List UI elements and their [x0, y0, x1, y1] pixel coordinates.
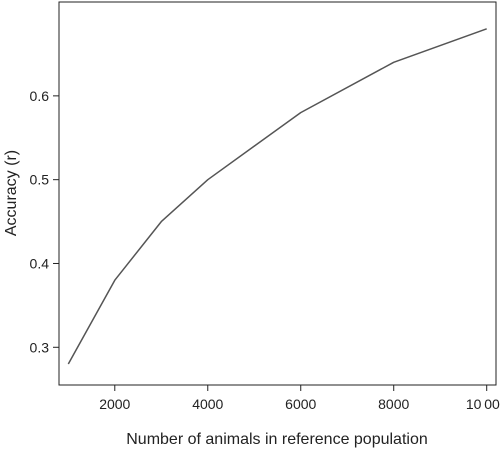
x-axis-label: Number of animals in reference populatio…: [126, 431, 428, 448]
y-tick-label: 0.6: [30, 88, 50, 104]
y-tick-label: 0.3: [30, 339, 50, 355]
x-tick-label: 8000: [378, 396, 409, 412]
y-axis-label: Accuracy (r): [3, 150, 20, 236]
y-axis-ticks: 0.3 0.4 0.5 0.6: [30, 88, 59, 355]
x-tick-label: 6000: [285, 396, 316, 412]
x-tick-label: 10 000: [466, 396, 500, 412]
x-tick-label: 2000: [99, 396, 130, 412]
series-line: [67, 28, 487, 365]
x-tick-label: 4000: [192, 396, 223, 412]
y-tick-label: 0.4: [30, 255, 50, 271]
y-tick-label: 0.5: [30, 172, 50, 188]
series-layer: [67, 28, 487, 365]
plot-frame: [58, 1, 497, 386]
x-axis-ticks: 2000 4000 6000 8000 10 000: [99, 385, 500, 412]
